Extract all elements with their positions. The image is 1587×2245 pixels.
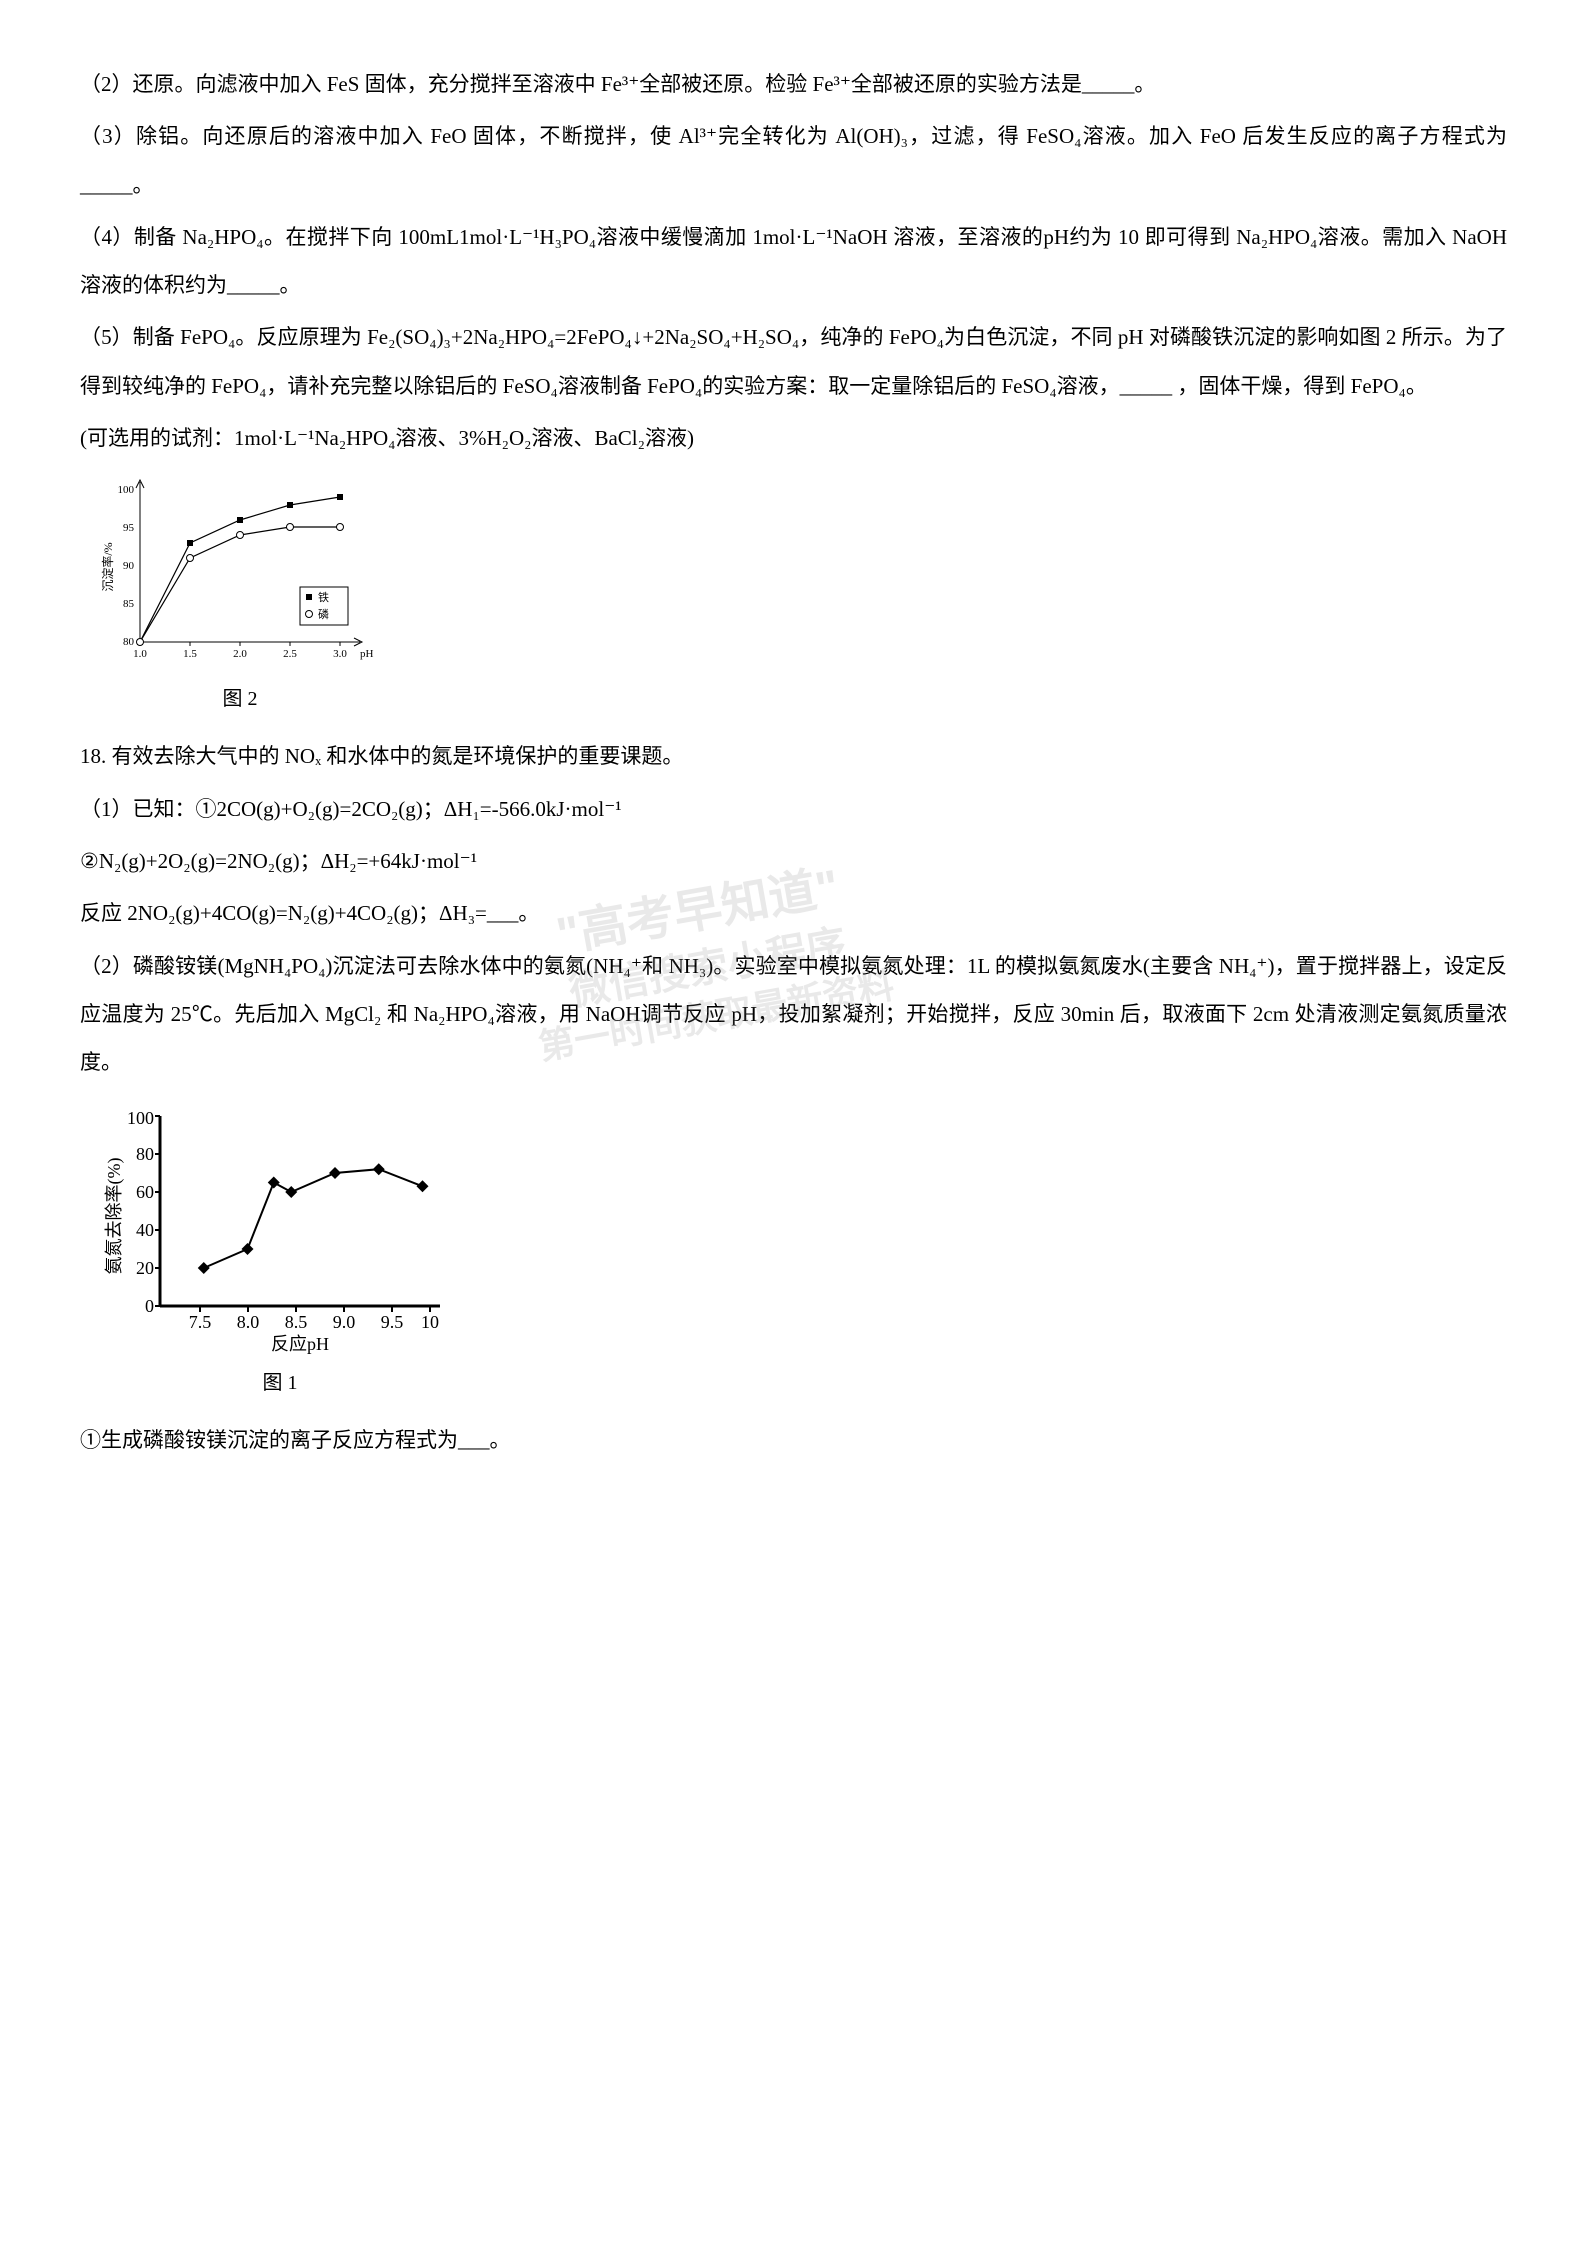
svg-text:90: 90 [123, 560, 135, 572]
svg-text:9.5: 9.5 [381, 1312, 404, 1332]
question-4: （4）制备 Na₂HPO₄。在搅拌下向 100mL1mol·L⁻¹H₃PO₄溶液… [80, 213, 1507, 310]
figure-1: 氨氮去除率(%) 0 20 40 60 80 100 7.5 8.0 8.5 9… [100, 1096, 460, 1406]
question-18: 18. 有效去除大气中的 NOₓ 和水体中的氮是环境保护的重要课题。 [80, 732, 1507, 780]
question-18-1a: （1）已知：①2CO(g)+O₂(g)=2CO₂(g)；ΔH₁=-566.0kJ… [80, 785, 1507, 833]
svg-text:80: 80 [136, 1144, 154, 1164]
figure-1-chart: 氨氮去除率(%) 0 20 40 60 80 100 7.5 8.0 8.5 9… [100, 1096, 460, 1356]
question-18-sub1: ①生成磷酸铵镁沉淀的离子反应方程式为___。 [80, 1416, 1507, 1464]
svg-text:铁: 铁 [318, 591, 329, 604]
question-2: （2）还原。向滤液中加入 FeS 固体，充分搅拌至溶液中 Fe³⁺全部被还原。检… [80, 60, 1507, 108]
svg-text:pH: pH [360, 648, 374, 660]
svg-text:60: 60 [136, 1182, 154, 1202]
svg-text:40: 40 [136, 1220, 154, 1240]
figure-2-chart: 沉淀率/% 80 85 90 95 100 1.0 1.5 2.0 2.5 3.… [100, 472, 380, 672]
svg-text:1.0: 1.0 [133, 648, 147, 660]
fig1-xlabel: 反应pH [271, 1334, 329, 1354]
figure-2: 沉淀率/% 80 85 90 95 100 1.0 1.5 2.0 2.5 3.… [100, 472, 380, 722]
svg-text:磷: 磷 [318, 608, 329, 621]
svg-text:8.0: 8.0 [237, 1312, 260, 1332]
svg-text:沉淀率/%: 沉淀率/% [100, 543, 115, 592]
svg-text:7.5: 7.5 [189, 1312, 212, 1332]
svg-text:80: 80 [123, 636, 135, 648]
question-18-1c: 反应 2NO₂(g)+4CO(g)=N₂(g)+4CO₂(g)；ΔH₃=___。 [80, 889, 1507, 937]
svg-text:100: 100 [127, 1108, 154, 1128]
question-18-2: （2）磷酸铵镁(MgNH₄PO₄)沉淀法可去除水体中的氨氮(NH₄⁺和 NH₃)… [80, 942, 1507, 1087]
svg-text:1.5: 1.5 [183, 648, 197, 660]
svg-text:0: 0 [145, 1296, 154, 1316]
svg-text:3.0: 3.0 [333, 648, 347, 660]
svg-text:2.5: 2.5 [283, 648, 297, 660]
figure-2-caption: 图 2 [100, 676, 380, 722]
question-5a: （5）制备 FePO₄。反应原理为 Fe₂(SO₄)₃+2Na₂HPO₄=2Fe… [80, 313, 1507, 410]
figure-1-caption: 图 1 [100, 1360, 460, 1406]
question-18-1b: ②N₂(g)+2O₂(g)=2NO₂(g)；ΔH₂=+64kJ·mol⁻¹ [80, 837, 1507, 885]
question-5b: (可选用的试剂：1mol·L⁻¹Na₂HPO₄溶液、3%H₂O₂溶液、BaCl₂… [80, 414, 1507, 462]
svg-text:95: 95 [123, 522, 135, 534]
question-3: （3）除铝。向还原后的溶液中加入 FeO 固体，不断搅拌，使 Al³⁺完全转化为… [80, 112, 1507, 209]
svg-text:2.0: 2.0 [233, 648, 247, 660]
fig1-ylabel: 氨氮去除率(%) [104, 1158, 125, 1275]
svg-text:85: 85 [123, 598, 135, 610]
svg-text:10: 10 [421, 1312, 439, 1332]
svg-text:8.5: 8.5 [285, 1312, 308, 1332]
svg-text:100: 100 [118, 484, 135, 496]
svg-text:9.0: 9.0 [333, 1312, 356, 1332]
svg-text:20: 20 [136, 1258, 154, 1278]
